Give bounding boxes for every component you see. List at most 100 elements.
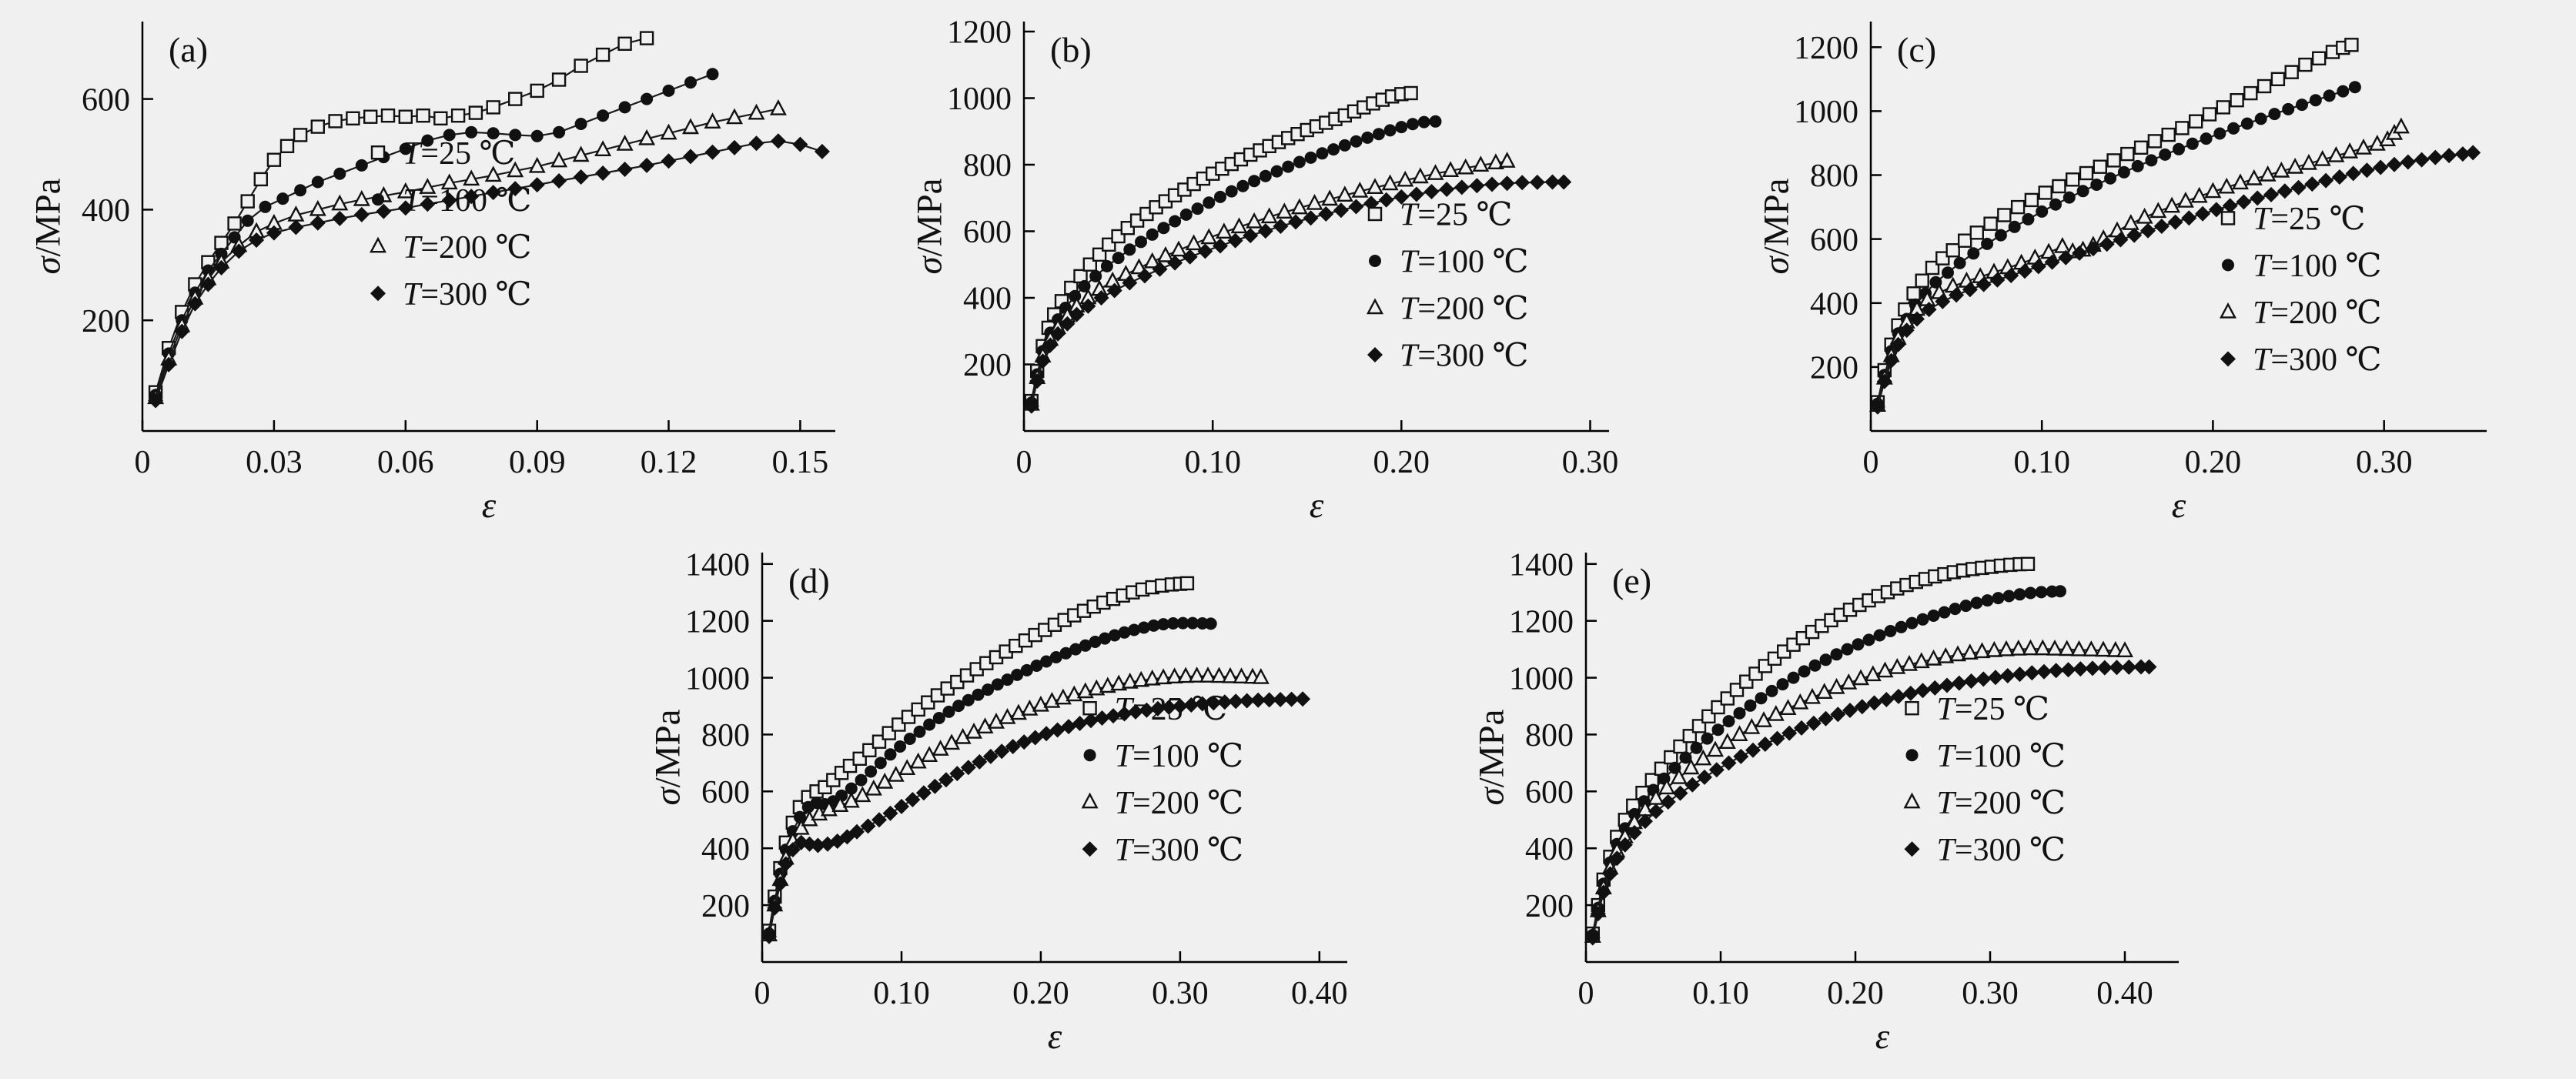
data-point-marker [2062, 191, 2076, 204]
data-point-marker [1306, 194, 1323, 210]
legend-entry-t200: T=200 ℃ [1903, 786, 2066, 821]
data-point-marker [1927, 680, 1943, 696]
data-point-marker [1949, 287, 1965, 303]
data-point-marker [2327, 146, 2345, 162]
legend-marker [1082, 841, 1098, 857]
data-point-marker [2202, 107, 2217, 122]
data-point-marker [1798, 665, 1811, 678]
data-point-marker [1949, 603, 1962, 616]
y-tick-label: 800 [1810, 159, 1858, 194]
data-point-marker [1246, 212, 1263, 229]
data-point-marker [1417, 115, 1430, 129]
y-axis-title: σ/MPa [647, 709, 687, 805]
data-point-marker [2126, 227, 2143, 243]
data-point-marker [1992, 592, 2005, 605]
series-t300 [148, 133, 830, 409]
data-point-marker [1830, 707, 1846, 723]
x-tick-label: 0.06 [377, 445, 434, 480]
data-point-marker [1609, 850, 1625, 867]
data-point-marker [1830, 648, 1843, 661]
panel-label: (c) [1897, 30, 1936, 69]
data-point-marker [2344, 38, 2359, 52]
data-point-marker [2003, 268, 2019, 283]
data-point-marker [2250, 190, 2266, 206]
data-point-marker [1203, 196, 1216, 209]
data-point-marker [288, 219, 304, 236]
data-point-marker [440, 173, 458, 190]
data-point-marker [1250, 692, 1266, 708]
legend-entry-t200: T=200 ℃ [370, 230, 532, 266]
data-point-marker [450, 108, 466, 123]
data-point-marker [2167, 214, 2183, 230]
data-point-marker [1721, 755, 1737, 771]
data-point-marker [1295, 691, 1311, 707]
legend-entry-t100: T=100 ℃ [1369, 245, 1529, 280]
legend-marker [1367, 347, 1383, 362]
data-point-marker [1059, 316, 1076, 332]
x-tick-label: 0.30 [1562, 445, 1619, 480]
data-point-marker [1883, 352, 1899, 369]
data-point-marker [1731, 725, 1748, 741]
data-point-marker [1206, 695, 1222, 711]
data-point-marker [294, 184, 307, 197]
legend-entry-t300: T=300 ℃ [370, 277, 532, 312]
data-point-marker [1136, 268, 1153, 284]
data-point-marker [2309, 94, 2322, 107]
data-point-marker [748, 135, 764, 152]
legend-entry-t200: T=200 ℃ [2220, 296, 2382, 331]
data-point-marker [1316, 147, 1329, 160]
data-point-marker [793, 810, 806, 823]
data-point-marker [1660, 794, 1676, 810]
data-point-marker [2022, 212, 2035, 225]
data-point-marker [1143, 252, 1161, 269]
data-point-marker [1408, 186, 1424, 202]
data-point-marker [200, 276, 216, 292]
data-point-marker [574, 58, 588, 73]
data-point-marker [331, 194, 349, 211]
data-point-marker [2243, 85, 2258, 101]
y-tick-label: 200 [1525, 889, 1574, 924]
data-point-marker [2175, 121, 2190, 135]
data-point-marker [2095, 640, 2112, 657]
data-point-marker [1100, 259, 1113, 272]
data-point-marker [1988, 670, 2003, 686]
data-point-marker [2024, 192, 2039, 208]
data-point-marker [310, 119, 325, 134]
data-point-marker [2287, 157, 2304, 174]
data-point-marker [1172, 698, 1188, 714]
data-point-marker [1942, 266, 1954, 279]
y-tick-label: 1000 [1509, 661, 1574, 697]
data-point-marker [1239, 693, 1255, 709]
data-point-marker [1080, 298, 1096, 314]
x-tick-label: 0 [135, 445, 151, 480]
data-point-marker [2109, 660, 2125, 676]
data-point-marker [2337, 85, 2350, 98]
legend: T=25 ℃ T=100 ℃ T=200 ℃ T=300 ℃ [1081, 692, 1243, 868]
data-point-marker [1672, 785, 1688, 801]
data-point-marker [309, 215, 326, 231]
data-point-marker [309, 199, 326, 216]
data-point-marker [988, 713, 1005, 729]
y-tick-label: 200 [82, 304, 130, 339]
data-point-marker [1118, 626, 1131, 639]
data-point-marker [682, 118, 699, 135]
data-point-marker [2136, 207, 2153, 224]
series-t100 [1871, 81, 2361, 410]
data-point-marker [2053, 237, 2071, 253]
y-tick-label: 1200 [947, 15, 1012, 51]
legend: T=25 ℃ T=100 ℃ T=200 ℃ T=300 ℃ [1367, 198, 1529, 374]
data-point-marker [1841, 643, 1854, 656]
data-point-marker [2122, 214, 2139, 230]
chart-panel-b: 200 400 600 800 1000 1200 0 0.10 0.20 0.30 σ/MPa ε (… [893, 2, 1624, 527]
data-point-marker [1429, 115, 1442, 128]
legend-entry-t200: T=200 ℃ [1081, 786, 1243, 821]
data-point-marker [346, 111, 360, 126]
data-point-marker [2010, 199, 2026, 215]
data-point-marker [2348, 81, 2361, 94]
data-point-marker [240, 194, 255, 209]
data-point-marker [871, 812, 887, 828]
x-tick-label: 0.12 [641, 445, 698, 480]
data-point-marker [1395, 121, 1408, 134]
chart-svg: 200 400 600 800 1000 1200 1400 0 0.10 0.20 0.30 0.4… [647, 548, 1347, 1057]
